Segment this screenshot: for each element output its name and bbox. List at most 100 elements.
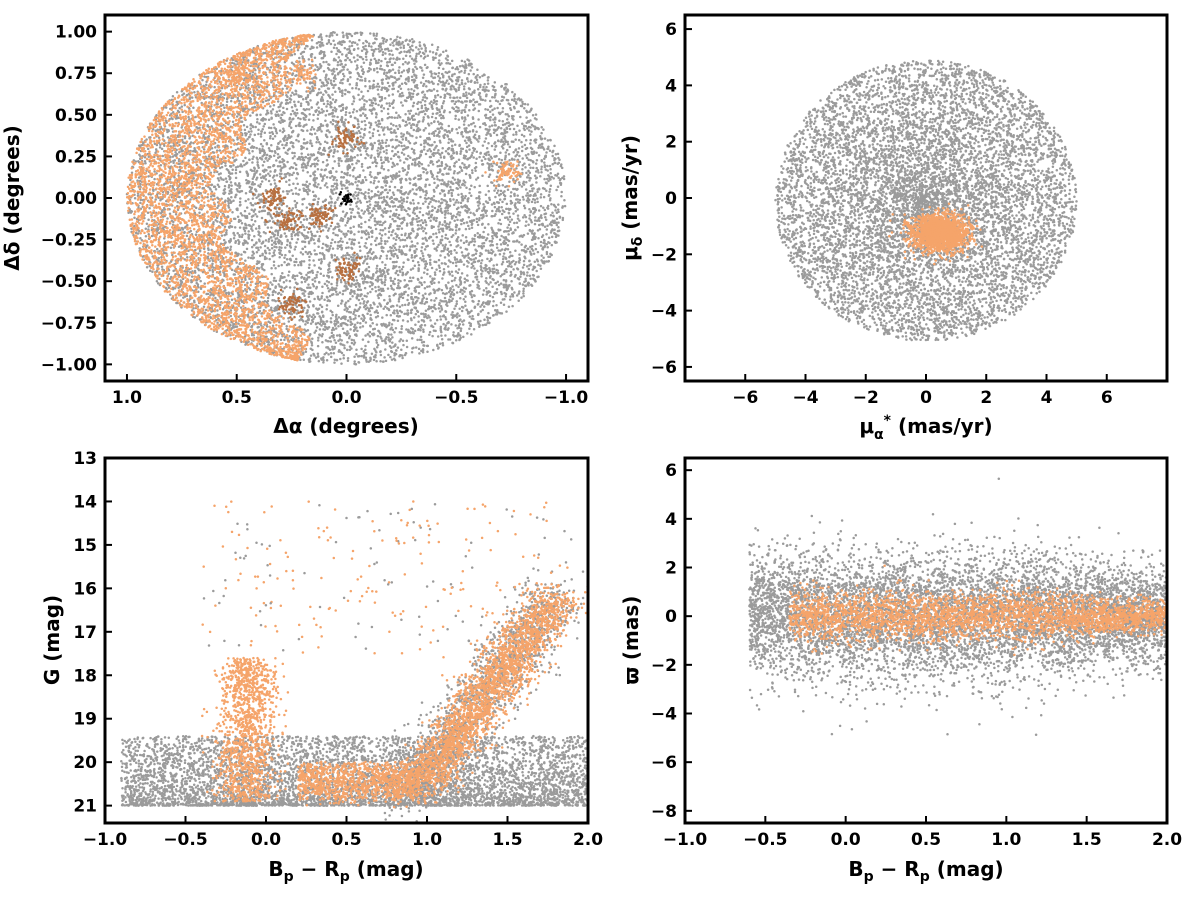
- field-star-point: [460, 251, 464, 254]
- field-star-point: [343, 46, 347, 50]
- field-star-point: [478, 233, 482, 237]
- field-star-point: [216, 177, 220, 180]
- field-star-point: [467, 124, 471, 127]
- field-star-point: [473, 167, 477, 170]
- field-star-point: [355, 68, 358, 71]
- field-star-point: [430, 266, 434, 270]
- field-star-point: [418, 210, 422, 214]
- field-star-point: [322, 359, 325, 362]
- field-star-point: [401, 138, 405, 141]
- field-star-point: [477, 204, 480, 207]
- field-star-point: [290, 237, 294, 241]
- field-star-point: [375, 236, 378, 240]
- field-star-point: [500, 145, 504, 148]
- field-star-point: [364, 191, 367, 194]
- field-star-point: [248, 152, 251, 155]
- field-star-point: [460, 272, 464, 275]
- field-star-point: [251, 183, 255, 186]
- field-star-point: [450, 99, 454, 103]
- field-star-point: [390, 131, 393, 135]
- field-star-point: [546, 224, 549, 228]
- field-star-point: [414, 46, 418, 49]
- field-star-point: [245, 247, 249, 251]
- field-star-point: [537, 154, 541, 157]
- field-star-point: [305, 180, 309, 183]
- field-star-point: [335, 47, 339, 50]
- field-star-point: [380, 213, 383, 217]
- field-star-point: [432, 195, 436, 198]
- field-star-point: [397, 213, 401, 217]
- field-star-point: [495, 313, 499, 316]
- field-star-point: [547, 255, 550, 258]
- field-star-point: [539, 240, 543, 244]
- field-star-point: [401, 265, 405, 269]
- field-star-point: [216, 183, 220, 186]
- field-star-point: [522, 259, 526, 263]
- field-star-point: [498, 252, 502, 256]
- field-star-point: [450, 313, 453, 316]
- field-star-point: [340, 230, 343, 233]
- field-star-point: [391, 336, 394, 339]
- field-star-point: [397, 85, 401, 89]
- field-star-point: [292, 117, 295, 120]
- field-star-point: [512, 268, 515, 271]
- field-star-point: [394, 71, 397, 75]
- field-star-point: [270, 226, 273, 229]
- field-star-point: [392, 57, 395, 60]
- field-star-point: [308, 300, 312, 303]
- field-star-point: [426, 115, 430, 118]
- field-star-point: [350, 338, 354, 342]
- field-star-point: [402, 169, 405, 173]
- field-star-point: [317, 237, 321, 241]
- field-star-point: [236, 231, 239, 235]
- field-star-point: [417, 52, 421, 55]
- field-star-point: [175, 91, 179, 94]
- field-star-point: [207, 134, 211, 138]
- field-star-point: [491, 237, 495, 240]
- field-star-point: [501, 147, 505, 150]
- field-star-point: [362, 45, 365, 49]
- field-star-point: [153, 170, 156, 173]
- field-star-point: [440, 338, 444, 341]
- field-star-point: [251, 180, 254, 184]
- field-star-point: [327, 271, 330, 274]
- field-star-point: [335, 284, 339, 287]
- field-star-point: [363, 244, 366, 248]
- field-star-point: [366, 312, 369, 316]
- field-star-point: [524, 124, 528, 128]
- field-star-point: [454, 229, 458, 232]
- field-star-point: [341, 108, 345, 112]
- field-star-point: [336, 150, 339, 153]
- field-star-point: [497, 194, 501, 197]
- field-star-point: [391, 341, 394, 344]
- field-star-point: [268, 248, 271, 252]
- field-star-point: [498, 198, 502, 201]
- field-star-point: [524, 279, 527, 283]
- field-star-point: [379, 158, 383, 162]
- field-star-point: [223, 106, 226, 110]
- field-star-point: [257, 86, 261, 89]
- field-star-point: [360, 65, 363, 68]
- field-star-point: [263, 244, 267, 248]
- field-star-point: [270, 247, 274, 250]
- field-star-point: [520, 243, 523, 246]
- field-star-point: [391, 149, 394, 153]
- field-star-point: [477, 93, 481, 96]
- field-star-point: [470, 262, 474, 266]
- field-star-point: [377, 103, 380, 107]
- field-star-point: [444, 310, 448, 313]
- field-star-point: [539, 135, 542, 138]
- field-star-point: [451, 66, 454, 70]
- field-star-point: [402, 153, 406, 156]
- field-star-point: [314, 64, 317, 67]
- field-star-point: [431, 310, 434, 313]
- field-star-point: [362, 95, 365, 98]
- field-star-point: [375, 256, 378, 260]
- field-star-point: [501, 260, 505, 264]
- field-star-point: [475, 150, 479, 154]
- field-star-point: [388, 215, 392, 219]
- field-star-point: [476, 320, 480, 324]
- field-star-point: [494, 212, 497, 216]
- field-star-point: [268, 68, 272, 72]
- field-star-point: [281, 199, 285, 202]
